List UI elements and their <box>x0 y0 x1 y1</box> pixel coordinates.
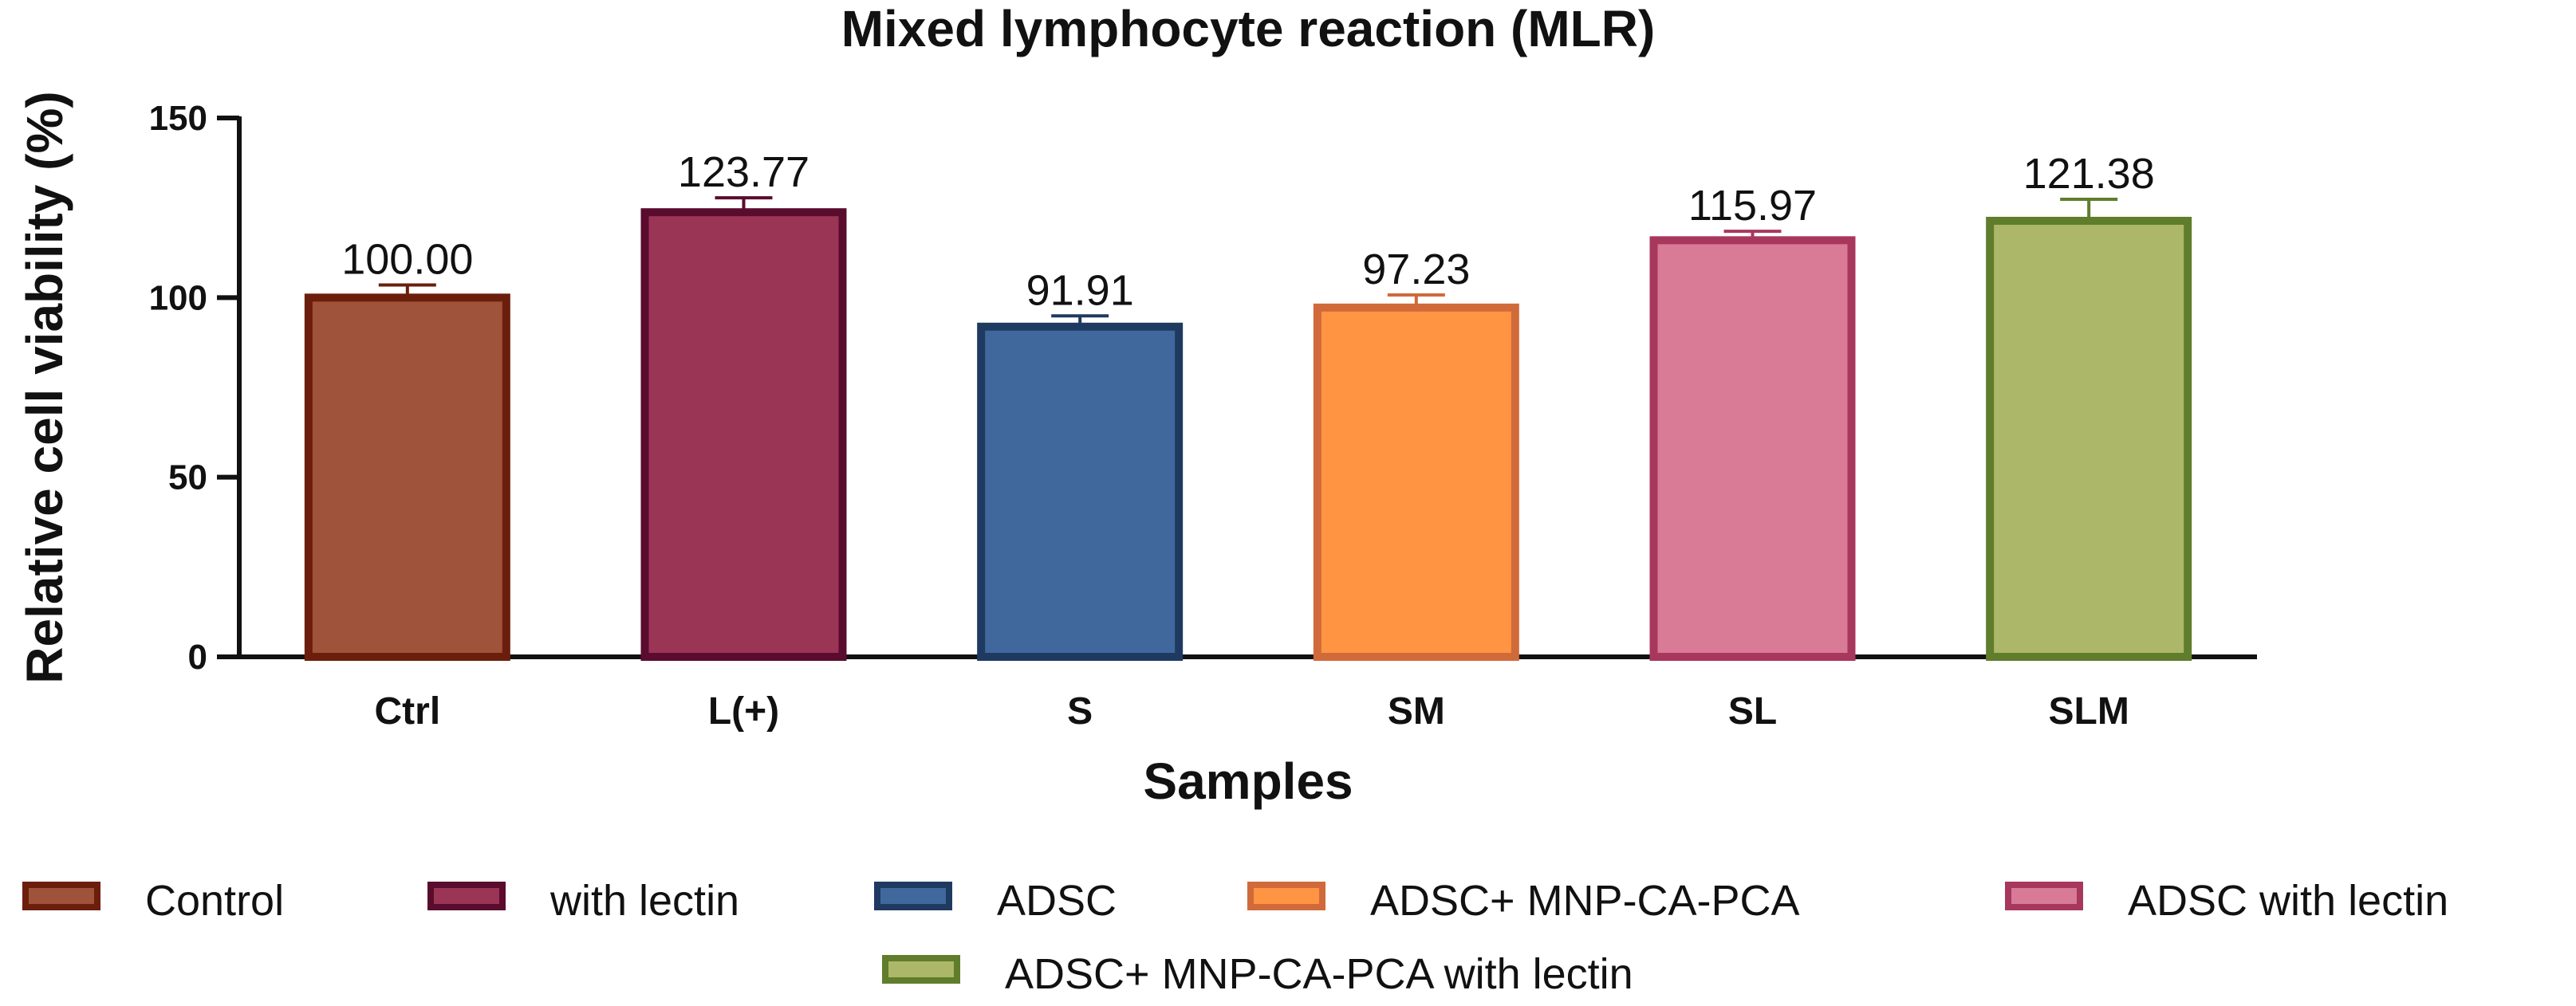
y-axis-title-group: Relative cell viability (%) <box>16 91 73 683</box>
legend-label: with lectin <box>549 877 739 925</box>
legend-label: ADSC with lectin <box>2128 877 2448 925</box>
legend-swatch <box>874 882 952 910</box>
chart-title: Mixed lymphocyte reaction (MLR) <box>841 0 1656 57</box>
data-label-S: 91.91 <box>1026 266 1134 314</box>
legend-swatch <box>1247 882 1325 910</box>
category-labels: Ctrl L(+) S SM SL SLM <box>374 690 2129 733</box>
legend: Control with lectin ADSC ADSC+ MNP-CA-PCA AD… <box>22 877 2448 998</box>
legend-swatch <box>882 955 960 984</box>
bar-S <box>977 322 1184 661</box>
bar-SL <box>1649 236 1856 661</box>
x-tick-label: Ctrl <box>374 690 440 733</box>
legend-label: ADSC+ MNP-CA-PCA <box>1370 877 1800 925</box>
legend-label: ADSC+ MNP-CA-PCA with lectin <box>1005 950 1633 998</box>
x-tick-label: SL <box>1728 690 1777 733</box>
legend-label: Control <box>145 877 284 925</box>
y-tick-label: 0 <box>188 638 207 677</box>
data-label-Ctrl: 100.00 <box>341 236 473 284</box>
y-tick-label: 100 <box>149 278 207 317</box>
x-tick-label: SM <box>1388 690 1445 733</box>
bar-Ctrl <box>304 293 510 661</box>
data-label-SL: 115.97 <box>1688 182 1817 230</box>
y-tick-label: 150 <box>149 99 207 138</box>
data-label-L(+): 123.77 <box>678 148 809 196</box>
x-tick-label: L(+) <box>708 690 779 733</box>
bars <box>304 208 2192 662</box>
bar-SLM <box>1986 216 2192 662</box>
x-axis-title: Samples <box>1143 753 1353 810</box>
data-labels: 100.00 123.77 91.91 97.23 115.97 121.38 <box>341 148 2155 314</box>
legend-swatch <box>427 882 506 910</box>
y-tick-label: 50 <box>168 458 207 497</box>
data-label-SM: 97.23 <box>1362 246 1470 293</box>
x-tick-label: SLM <box>2049 690 2129 733</box>
y-ticks: 0 50 100 150 <box>149 99 239 677</box>
y-axis-title: Relative cell viability (%) <box>16 91 73 683</box>
axes <box>237 116 2257 659</box>
legend-label: ADSC <box>997 877 1117 925</box>
legend-swatch <box>22 882 100 910</box>
error-bars <box>378 196 2118 327</box>
x-tick-label: S <box>1067 690 1093 733</box>
bar-L(+) <box>640 208 847 662</box>
data-label-SLM: 121.38 <box>2023 150 2155 198</box>
legend-swatch <box>2005 882 2083 910</box>
bar-SM <box>1313 303 1519 661</box>
